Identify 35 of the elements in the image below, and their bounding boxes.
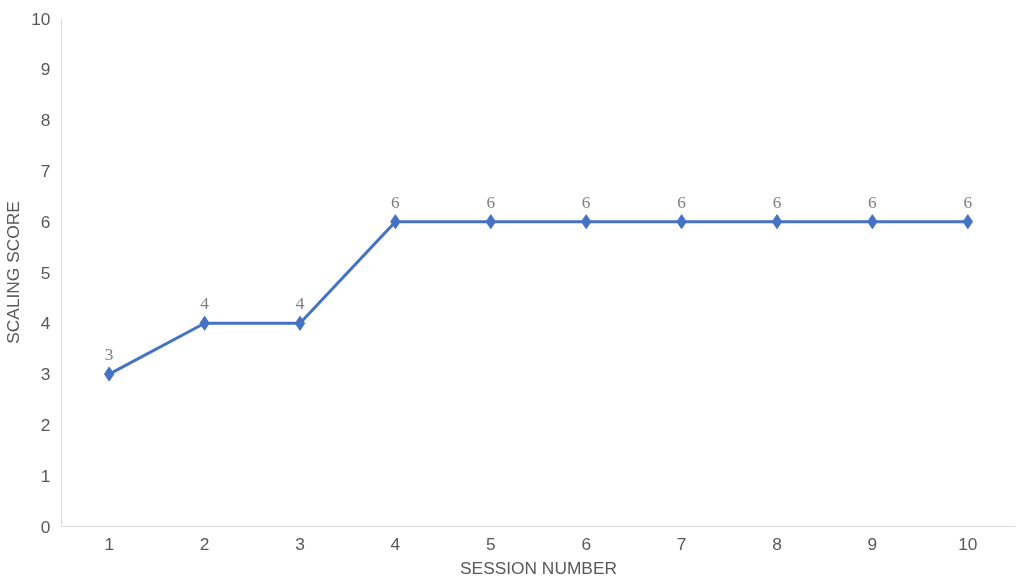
- data-label: 6: [581, 192, 591, 212]
- y-tick-label: 8: [40, 110, 51, 131]
- x-tick-label: 10: [958, 533, 978, 554]
- x-tick-label: 3: [295, 533, 305, 554]
- y-tick-label: 7: [40, 160, 51, 181]
- y-tick-label: 6: [40, 211, 51, 232]
- point: [294, 315, 306, 331]
- y-tick-label: 5: [40, 262, 51, 283]
- y-tick-label: 4: [40, 313, 51, 334]
- x-tick-label: 2: [199, 533, 210, 554]
- x-tick-label: 7: [676, 533, 687, 554]
- x-tick-label: 1: [104, 533, 115, 554]
- data-label: 6: [868, 192, 878, 212]
- x-tick-label: 6: [581, 533, 592, 554]
- data-label: 6: [772, 192, 782, 212]
- y-tick-label: 9: [40, 59, 51, 80]
- data-label: 4: [200, 294, 210, 314]
- y-tick-label: 2: [40, 414, 51, 435]
- x-axis-title: SESSION NUMBER: [460, 557, 617, 578]
- data-label: 3: [104, 345, 114, 365]
- data-label: 6: [677, 192, 687, 212]
- point: [771, 214, 783, 230]
- y-tick-label: 1: [40, 465, 51, 486]
- x-tick-label: 9: [867, 533, 878, 554]
- data-label: 6: [963, 192, 973, 212]
- x-tick-label: 4: [390, 533, 401, 554]
- x-tick-label: 8: [772, 533, 782, 554]
- data-label: 4: [295, 294, 305, 314]
- data-label: 6: [391, 192, 401, 212]
- y-tick-label: 0: [40, 516, 51, 537]
- y-tick-label: 10: [31, 8, 51, 29]
- data-label: 6: [486, 192, 496, 212]
- x-tick-label: 5: [485, 533, 496, 554]
- y-tick-label: 3: [40, 364, 51, 385]
- y-axis-title: SCALING SCORE: [3, 201, 24, 344]
